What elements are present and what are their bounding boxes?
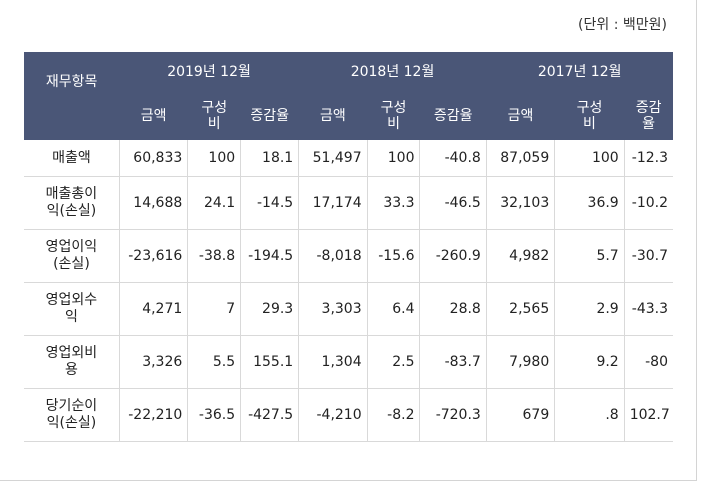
table-cell: 87,059: [486, 140, 556, 177]
header-row-metrics: 금액 구성 비 증감율 금액 구성 비 증감율 금액 구성 비 증감 율: [24, 92, 673, 140]
metric-header: 구성 비: [187, 92, 241, 140]
metric-header: 구성 비: [367, 92, 420, 140]
table-cell: -30.7: [624, 229, 673, 283]
table-cell: -260.9: [419, 229, 487, 283]
table-cell: 100: [367, 140, 421, 177]
item-header: 재무항목: [24, 52, 120, 140]
table-cell: 2,565: [486, 282, 556, 336]
table-cell: 6.4: [367, 282, 421, 336]
metric-header: 금액: [119, 92, 188, 140]
table-cell: 14,688: [119, 176, 189, 230]
table-cell: 5.5: [187, 335, 242, 389]
content-frame: [0, 0, 697, 481]
table-cell: 4,982: [486, 229, 556, 283]
metric-header: 증감율: [419, 92, 487, 140]
table-cell: 2.5: [367, 335, 421, 389]
table-row: 당기순이 익(손실) -22,210 -36.5 -427.5 -4,210 -8.2 -72…: [24, 388, 673, 442]
table-cell: -10.2: [624, 176, 673, 230]
table-cell: -8,018: [298, 229, 368, 283]
table-cell: -720.3: [419, 388, 487, 442]
table-cell: -36.5: [187, 388, 242, 442]
table-cell: 3,303: [298, 282, 368, 336]
table-row: 매출총이 익(손실) 14,688 24.1 -14.5 17,174 33.3 -46.5 3…: [24, 176, 673, 230]
table-cell: 679: [486, 388, 556, 442]
financial-table: 재무항목 2019년 12월 2018년 12월 2017년 12월 금액 구성 비…: [24, 52, 673, 442]
period-header: 2019년 12월: [119, 52, 299, 92]
table-cell: -427.5: [240, 388, 300, 442]
table-row: 영업외수 익 4,271 7 29.3 3,303 6.4 28.8 2,565 2.9 -43.3: [24, 282, 673, 336]
row-label: 매출총이 익(손실): [24, 176, 120, 230]
table-cell: 2.9: [554, 282, 625, 336]
table-cell: -80: [624, 335, 673, 389]
table-cell: 60,833: [119, 140, 189, 177]
table-body: 매출액 60,833 100 18.1 51,497 100 -40.8 87,059 100-…: [24, 140, 673, 442]
table-cell: 4,271: [119, 282, 189, 336]
table-cell: -46.5: [419, 176, 487, 230]
table-cell: -15.6: [367, 229, 421, 283]
table-cell: 7,980: [486, 335, 556, 389]
table-cell: -4,210: [298, 388, 368, 442]
table-cell: -40.8: [419, 140, 487, 177]
metric-header: 구성 비: [554, 92, 625, 140]
table-cell: -22,210: [119, 388, 189, 442]
table-cell: 9.2: [554, 335, 625, 389]
row-label: 당기순이 익(손실): [24, 388, 120, 442]
row-label: 영업이익 (손실): [24, 229, 120, 283]
table-cell: 100: [187, 140, 242, 177]
metric-header: 금액: [486, 92, 555, 140]
table-cell: 102.7: [624, 388, 673, 442]
table-cell: 28.8: [419, 282, 487, 336]
period-header: 2017년 12월: [486, 52, 673, 92]
table-cell: 100: [554, 140, 625, 177]
table-cell: -8.2: [367, 388, 421, 442]
table-cell: -83.7: [419, 335, 487, 389]
unit-label: (단위 : 백만원): [578, 17, 667, 33]
table-cell: 18.1: [240, 140, 300, 177]
table-cell: .8: [554, 388, 625, 442]
table-cell: 24.1: [187, 176, 242, 230]
table-cell: -194.5: [240, 229, 300, 283]
row-label: 영업외비 용: [24, 335, 120, 389]
table-cell: 155.1: [240, 335, 300, 389]
table-cell: 17,174: [298, 176, 368, 230]
period-header: 2018년 12월: [298, 52, 487, 92]
table-row: 영업외비 용 3,326 5.5 155.1 1,304 2.5 -83.7 7,980 9.2-…: [24, 335, 673, 389]
table-cell: 32,103: [486, 176, 556, 230]
row-label: 영업외수 익: [24, 282, 120, 336]
table-cell: 36.9: [554, 176, 625, 230]
row-label: 매출액: [24, 140, 120, 177]
table-cell: 7: [187, 282, 242, 336]
table-cell: -38.8: [187, 229, 242, 283]
table-cell: 1,304: [298, 335, 368, 389]
metric-header: 금액: [298, 92, 368, 140]
table-cell: 3,326: [119, 335, 189, 389]
table-cell: -12.3: [624, 140, 673, 177]
table-cell: -43.3: [624, 282, 673, 336]
header-row-periods: 재무항목 2019년 12월 2018년 12월 2017년 12월: [24, 52, 673, 140]
table-cell: 51,497: [298, 140, 368, 177]
table-cell: 33.3: [367, 176, 421, 230]
table-cell: 5.7: [554, 229, 625, 283]
table-row: 매출액 60,833 100 18.1 51,497 100 -40.8 87,059 100-…: [24, 140, 673, 177]
table-cell: -23,616: [119, 229, 189, 283]
table-row: 영업이익 (손실) -23,616 -38.8 -194.5 -8,018 -15.6 -26…: [24, 229, 673, 283]
table-cell: 29.3: [240, 282, 300, 336]
table-cell: -14.5: [240, 176, 300, 230]
metric-header: 증감율: [240, 92, 299, 140]
